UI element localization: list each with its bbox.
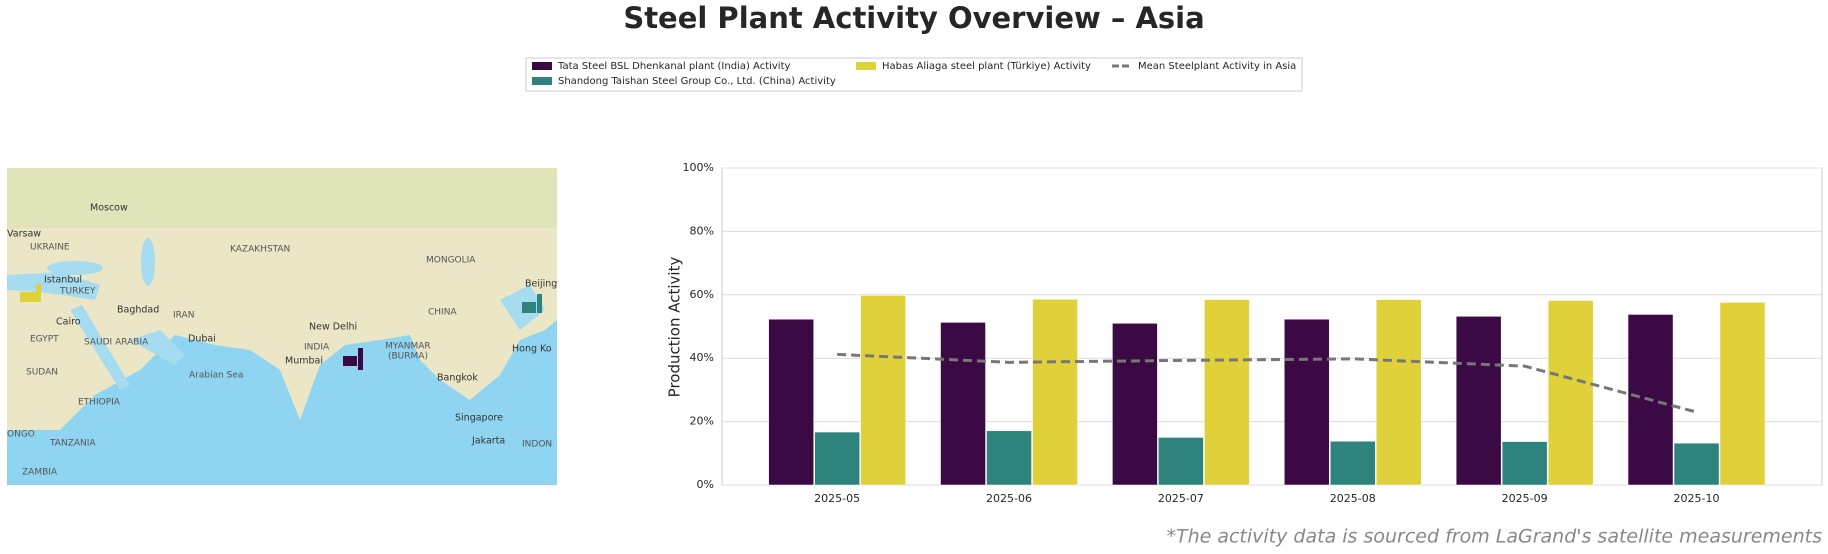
bar (1673, 442, 1720, 486)
map-label: Cairo (56, 317, 81, 328)
bar (1158, 437, 1204, 486)
bar (1330, 441, 1376, 486)
map-label: Jakarta (471, 436, 505, 447)
y-axis-label: Production Activity (666, 257, 684, 398)
map-label: INDIA (304, 343, 330, 353)
map-label: Istanbul (44, 275, 82, 286)
legend-label: Tata Steel BSL Dhenkanal plant (India) A… (557, 61, 791, 72)
bar (940, 322, 986, 486)
map-label: Mumbai (285, 356, 323, 367)
map: Moscow UKRAINE Varsaw KAZAKHSTAN MONGOLIA Ist… (7, 168, 557, 485)
bar (1719, 302, 1766, 486)
map-label: New Delhi (309, 322, 357, 333)
map-label: Dubai (188, 334, 216, 345)
map-label: Singapore (455, 413, 503, 424)
map-label: ETHIOPIA (78, 398, 121, 408)
bar (1032, 298, 1078, 486)
mean-line (837, 352, 1697, 414)
bar (986, 430, 1032, 486)
map-label: CHINA (428, 308, 457, 318)
x-tick-label: 2025-10 (1674, 492, 1720, 505)
x-tick-label: 2025-05 (814, 492, 860, 505)
map-label: MYANMAR (385, 342, 431, 352)
map-sea (47, 261, 103, 275)
footnote: *The activity data is sourced from LaGra… (1166, 526, 1822, 548)
map-label: ONGO (7, 430, 35, 440)
map-label: KAZAKHSTAN (230, 245, 290, 255)
map-label: Baghdad (117, 305, 159, 316)
y-tick-label: 100% (683, 161, 714, 174)
bar (1204, 299, 1250, 486)
map-label: (BURMA) (388, 352, 428, 362)
bar (1112, 323, 1158, 486)
map-label: SUDAN (26, 368, 58, 378)
x-tick-label: 2025-09 (1502, 492, 1548, 505)
bar (1455, 316, 1502, 486)
map-label: Moscow (90, 203, 128, 214)
map-sea (141, 238, 155, 286)
map-sea (7, 272, 100, 300)
map-label: ZAMBIA (22, 468, 58, 478)
y-tick-label: 80% (690, 224, 714, 237)
y-tick-label: 60% (690, 288, 714, 301)
bar (814, 431, 860, 486)
map-label: INDON (522, 440, 552, 450)
x-tick-label: 2025-08 (1330, 492, 1376, 505)
bar (1547, 300, 1594, 486)
legend-label: Mean Steelplant Activity in Asia (1138, 61, 1296, 72)
map-label: IRAN (173, 311, 194, 321)
legend-label: Habas Aliaga steel plant (Türkiye) Activ… (882, 61, 1091, 72)
bar (1376, 299, 1422, 486)
map-sea (130, 330, 185, 365)
map-label: UKRAINE (30, 243, 70, 253)
plant-icon (20, 284, 542, 370)
legend-label: Shandong Taishan Steel Group Co., Ltd. (… (558, 76, 836, 87)
bar (1501, 441, 1548, 486)
map-label: Beijing (525, 279, 557, 290)
map-label: TANZANIA (49, 439, 96, 449)
map-label: Arabian Sea (189, 371, 243, 381)
legend-swatch (856, 62, 876, 70)
map-sea (7, 320, 557, 485)
map-label: Bangkok (437, 373, 478, 384)
bar (768, 318, 814, 486)
bar (860, 295, 906, 486)
legend-swatch (532, 62, 552, 70)
y-tick-label: 0% (697, 478, 714, 491)
x-tick-label: 2025-06 (986, 492, 1032, 505)
x-tick-label: 2025-07 (1158, 492, 1204, 505)
chart-title: Steel Plant Activity Overview – Asia (623, 1, 1204, 35)
legend-swatch (532, 77, 552, 85)
legend-box (525, 57, 1303, 92)
map-label: EGYPT (30, 335, 59, 345)
map-label: SAUDI ARABIA (84, 338, 149, 348)
y-tick-label: 40% (690, 351, 714, 364)
map-sea (70, 305, 130, 390)
map-label: MONGOLIA (426, 256, 476, 266)
map-label: Hong Ko (512, 344, 552, 355)
map-label: TURKEY (59, 287, 96, 297)
bar (1284, 318, 1330, 486)
y-tick-label: 20% (690, 415, 714, 428)
map-label: Varsaw (7, 229, 41, 240)
map-land (7, 168, 557, 228)
